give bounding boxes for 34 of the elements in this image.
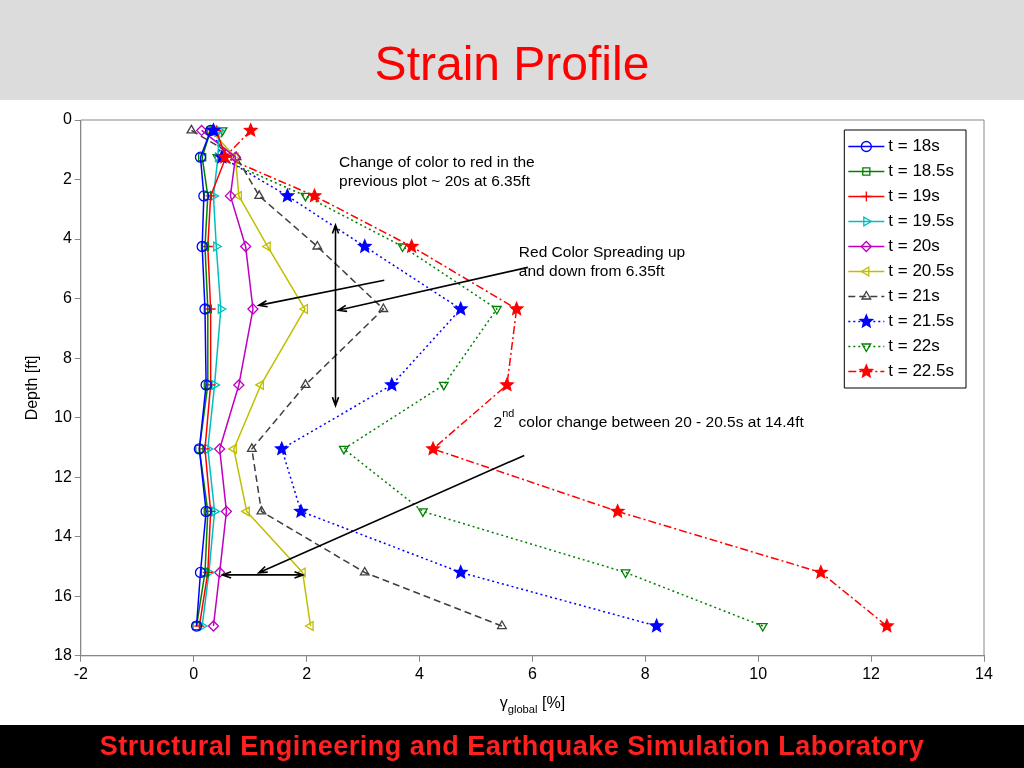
y-tick-label: 18 (54, 646, 72, 664)
y-tick-label: 8 (62, 348, 72, 366)
legend-label: t = 21s (888, 286, 940, 306)
text: Structural Engineering and Earthquake Simulation Laboratory (0, 725, 1024, 768)
y-tick-label: 0 (62, 110, 72, 128)
legend-label: t = 20.5s (888, 261, 954, 281)
x-tick-label: 0 (189, 664, 199, 682)
x-tick-label: 10 (749, 664, 768, 682)
x-tick-label: 2 (302, 664, 312, 682)
y-tick-label: 12 (54, 467, 72, 485)
x-tick-label: 8 (640, 664, 650, 682)
annotation: Change of color to red in the previous plot ~ 20s at 6.35ft (339, 152, 535, 189)
legend-label: t = 19.5s (888, 211, 954, 231)
legend-label: t = 21.5s (888, 311, 954, 331)
y-tick-label: 10 (54, 408, 72, 426)
x-tick-label: -2 (73, 664, 89, 682)
x-tick-label: 6 (527, 664, 537, 682)
y-tick-label: 14 (54, 527, 72, 545)
legend-label: t = 18s (888, 136, 940, 156)
x-tick-label: 4 (415, 664, 425, 682)
legend-label: t = 19s (888, 186, 940, 206)
legend-label: t = 22.5s (888, 361, 954, 381)
x-tick-label: 14 (975, 664, 993, 682)
legend-label: t = 20s (888, 236, 940, 256)
y-axis-title: Depth [ft] (22, 355, 40, 421)
y-tick-label: 16 (54, 586, 72, 604)
annotation: Red Color Spreading up and down from 6.35ft (518, 243, 686, 280)
y-tick-label: 4 (62, 229, 72, 247)
legend-label: t = 18.5s (888, 161, 954, 181)
chart-title: Strain Profile (373, 36, 651, 91)
y-tick-label: 2 (62, 169, 72, 187)
y-tick-label: 6 (62, 289, 72, 307)
x-tick-label: 12 (862, 664, 881, 682)
legend-label: t = 22s (888, 336, 940, 356)
